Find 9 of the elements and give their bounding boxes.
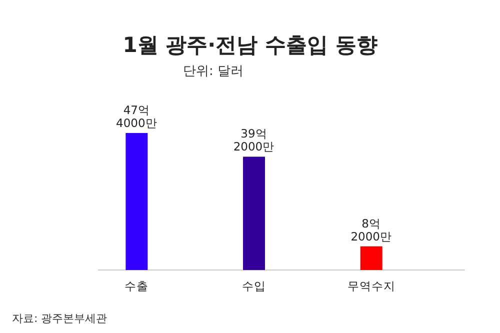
- data-label: 8억 2000만: [350, 216, 392, 244]
- x-tick-label: 무역수지: [347, 279, 396, 293]
- chart-title: 1월 광주·전남 수출입 동향: [122, 33, 378, 57]
- data-label: 39억 2000만: [233, 126, 275, 154]
- x-tick-label: 수입: [242, 279, 266, 293]
- chart-subtitle: 단위: 달러: [183, 64, 244, 79]
- text: 자료: 광주본부세관: [12, 312, 108, 325]
- x-tick-label: 수출: [124, 279, 149, 293]
- data-label: 47억 4000만: [116, 103, 158, 130]
